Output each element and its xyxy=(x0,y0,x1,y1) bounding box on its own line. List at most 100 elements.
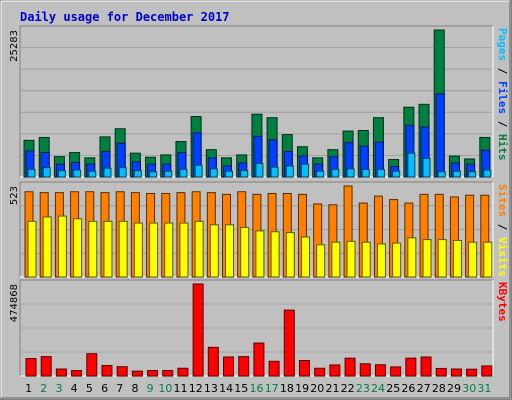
bar-kbytes-day-15 xyxy=(238,356,250,377)
bar-kbytes-day-10 xyxy=(162,370,174,377)
bar-pages-day-14 xyxy=(225,170,234,178)
bar-kbytes-day-4 xyxy=(71,370,83,377)
bar-kbytes-day-24 xyxy=(374,364,386,377)
x-tick-label: 28 xyxy=(432,382,446,395)
bar-pages-day-22 xyxy=(346,168,355,178)
bar-kbytes-day-2 xyxy=(40,356,52,377)
bar-visits-day-15 xyxy=(240,226,250,278)
legend-sites_visits: Sites / Visits xyxy=(496,184,509,277)
bar-kbytes-day-26 xyxy=(405,357,417,377)
bar-pages-day-25 xyxy=(392,170,401,178)
x-tick-label: 10 xyxy=(158,382,172,395)
bar-kbytes-day-1 xyxy=(25,358,37,377)
x-tick-label: 7 xyxy=(116,382,123,395)
bar-visits-day-14 xyxy=(225,224,235,278)
bar-pages-day-17 xyxy=(270,166,279,178)
bar-files-day-28 xyxy=(435,93,445,178)
bar-visits-day-8 xyxy=(133,222,143,278)
x-tick-label: 1 xyxy=(25,382,32,395)
bar-pages-day-9 xyxy=(149,171,158,178)
x-tick-label: 6 xyxy=(101,382,108,395)
bar-pages-day-5 xyxy=(88,170,97,178)
legend-part: Files xyxy=(496,81,509,114)
bar-pages-day-8 xyxy=(133,170,142,178)
bar-visits-day-22 xyxy=(346,240,356,278)
bar-pages-day-24 xyxy=(376,168,385,178)
bar-visits-day-27 xyxy=(422,239,432,278)
bar-kbytes-day-5 xyxy=(86,353,98,377)
bar-kbytes-day-12 xyxy=(192,283,204,377)
bar-visits-day-25 xyxy=(392,242,402,278)
bar-visits-day-1 xyxy=(27,220,37,278)
x-tick-label: 8 xyxy=(131,382,138,395)
bar-pages-day-2 xyxy=(42,167,51,178)
x-tick-label: 5 xyxy=(86,382,93,395)
legend-hits_files_pages: Pages / Files / Hits xyxy=(496,28,509,161)
bar-visits-day-30 xyxy=(468,241,478,278)
x-tick-label: 15 xyxy=(234,382,248,395)
bar-pages-day-30 xyxy=(468,171,477,178)
bar-visits-day-12 xyxy=(194,220,204,278)
bar-kbytes-day-19 xyxy=(298,360,310,377)
x-tick-label: 18 xyxy=(280,382,294,395)
bar-visits-day-9 xyxy=(149,222,159,278)
x-tick-label: 11 xyxy=(174,382,188,395)
bar-pages-day-29 xyxy=(452,170,461,178)
x-tick-label: 13 xyxy=(204,382,218,395)
x-tick-label: 22 xyxy=(341,382,355,395)
bar-kbytes-day-9 xyxy=(147,370,159,377)
legend-kbytes: KBytes xyxy=(496,282,509,322)
bar-pages-day-10 xyxy=(164,170,173,178)
bar-kbytes-day-11 xyxy=(177,367,189,377)
chart-panels: 25283 Pages / Files / Hits 523 Sites / Visi… xyxy=(9,25,509,377)
legend-part: / xyxy=(496,61,509,81)
x-tick-label: 20 xyxy=(310,382,324,395)
x-axis-ticks: 1 2 3 4 5 6 7 8 9 10 11 12 13 14 15 16 17 18 19 20 21 22 23 24 2… xyxy=(25,382,491,395)
panel-hits_files_pages: 25283 Pages / Files / Hits xyxy=(9,25,509,178)
bar-visits-day-4 xyxy=(73,218,83,278)
x-tick-label: 12 xyxy=(189,382,203,395)
bar-pages-day-28 xyxy=(437,171,446,178)
bar-visits-day-16 xyxy=(255,230,265,278)
bar-visits-day-20 xyxy=(316,244,326,278)
bar-pages-day-26 xyxy=(407,152,416,178)
bar-pages-day-13 xyxy=(209,168,218,178)
bar-kbytes-day-25 xyxy=(390,366,402,377)
bar-pages-day-3 xyxy=(57,170,66,178)
x-tick-label: 25 xyxy=(386,382,400,395)
y-max-label: 523 xyxy=(9,186,20,205)
bar-kbytes-day-18 xyxy=(283,309,295,377)
bar-visits-day-21 xyxy=(331,241,341,278)
x-tick-label: 30 xyxy=(462,382,476,395)
x-tick-label: 9 xyxy=(147,382,154,395)
bar-pages-day-31 xyxy=(483,169,492,178)
bar-visits-day-23 xyxy=(361,241,371,278)
x-tick-label: 14 xyxy=(219,382,233,395)
legend-part: / xyxy=(496,114,509,134)
bar-kbytes-day-23 xyxy=(359,363,371,377)
x-tick-label: 21 xyxy=(325,382,339,395)
bar-pages-day-7 xyxy=(118,167,127,178)
x-tick-label: 3 xyxy=(55,382,62,395)
panel-kbytes: 474868 KBytes xyxy=(9,279,509,377)
bar-kbytes-day-8 xyxy=(131,370,143,377)
bar-kbytes-day-3 xyxy=(55,368,67,377)
x-tick-label: 31 xyxy=(477,382,491,395)
bar-pages-day-1 xyxy=(27,168,36,178)
panel-sites_visits: 523 Sites / Visits xyxy=(9,181,509,278)
bar-pages-day-20 xyxy=(316,170,325,178)
bar-kbytes-day-13 xyxy=(207,346,219,377)
bar-pages-day-19 xyxy=(300,163,309,178)
x-tick-label: 2 xyxy=(40,382,47,395)
x-tick-label: 26 xyxy=(401,382,415,395)
x-tick-label: 17 xyxy=(265,382,279,395)
legend-part: / xyxy=(496,217,509,237)
bar-kbytes-day-6 xyxy=(101,365,113,377)
bar-visits-day-17 xyxy=(270,231,280,278)
bar-pages-day-18 xyxy=(285,165,294,178)
legend-part: KBytes xyxy=(496,282,509,322)
bar-pages-day-12 xyxy=(194,164,203,178)
bar-kbytes-day-27 xyxy=(420,356,432,377)
chart-title: Daily usage for December 2017 xyxy=(20,10,230,24)
